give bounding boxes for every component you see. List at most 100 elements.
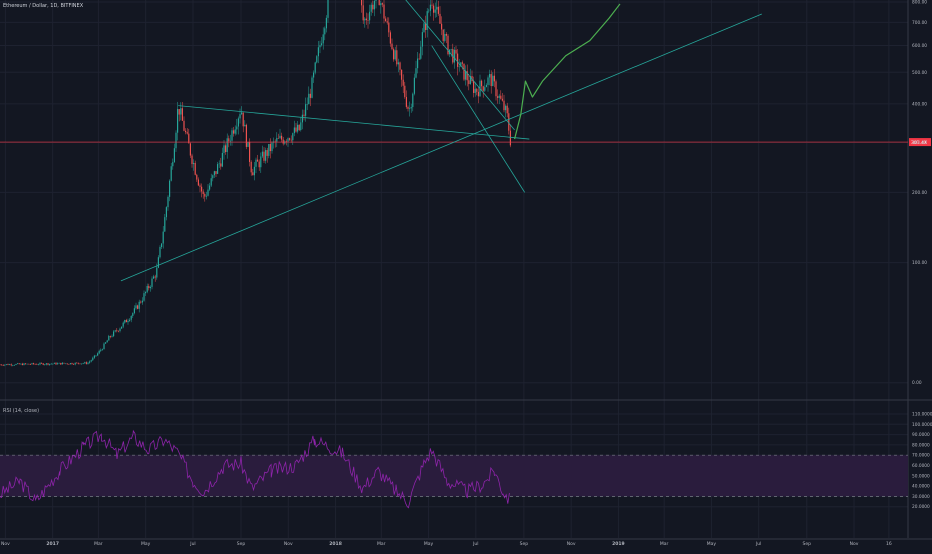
time-tick-label: Nov bbox=[1, 541, 10, 547]
candle-body bbox=[34, 364, 36, 365]
candle-body bbox=[287, 138, 289, 142]
candle-body bbox=[193, 162, 195, 165]
rsi-tick-label: 50.0000 bbox=[912, 473, 930, 479]
candle-body bbox=[425, 23, 427, 31]
projection-path bbox=[514, 3, 621, 140]
candle-body bbox=[277, 138, 279, 139]
candle-body bbox=[21, 363, 23, 366]
candle-body bbox=[31, 363, 33, 365]
price-axis: 0.00 100.00 200.00 300.00 400.00 500.00 600.00… bbox=[912, 0, 927, 386]
candle-body bbox=[149, 286, 151, 289]
candle-body bbox=[375, 0, 377, 1]
candle-body bbox=[228, 138, 230, 142]
candle-body bbox=[108, 336, 110, 341]
price-tick-label: 0.00 bbox=[912, 380, 922, 386]
time-tick-label: Jul bbox=[472, 541, 478, 547]
time-tick-label: Mar bbox=[377, 541, 386, 547]
candle-body bbox=[306, 104, 308, 105]
rsi-tick-label: 30.0000 bbox=[912, 494, 930, 500]
candle-body bbox=[252, 172, 254, 176]
rsi-tick-label: 90.0000 bbox=[912, 432, 930, 438]
candle-body bbox=[122, 322, 124, 327]
time-tick-label: 16 bbox=[886, 541, 892, 547]
candle-body bbox=[60, 362, 62, 365]
candle-body bbox=[66, 363, 68, 365]
candle-body bbox=[209, 185, 211, 190]
candle-body bbox=[101, 349, 103, 350]
candle-body bbox=[445, 33, 447, 36]
time-tick-label: Nov bbox=[567, 541, 576, 547]
candle-body bbox=[468, 80, 470, 85]
candle-body bbox=[461, 62, 463, 64]
candle-body bbox=[327, 0, 329, 18]
candle-body bbox=[490, 74, 492, 87]
candle-body bbox=[418, 58, 420, 60]
candle-body bbox=[237, 118, 239, 127]
candle-body bbox=[186, 132, 188, 134]
price-tick-label: 700.00 bbox=[912, 20, 927, 26]
candle-body bbox=[242, 112, 244, 127]
candle-body bbox=[236, 126, 238, 130]
candle-body bbox=[95, 355, 97, 357]
candle-body bbox=[293, 127, 295, 134]
candle-body bbox=[465, 71, 467, 80]
candle-body bbox=[162, 231, 164, 244]
candle-body bbox=[161, 243, 163, 248]
candle-body bbox=[319, 45, 321, 48]
candle-body bbox=[391, 43, 393, 50]
candle-body bbox=[41, 362, 43, 364]
candle-body bbox=[263, 151, 265, 161]
time-axis: Nov 2017 Mar May Jul Sep Nov 2018 Mar May Jul Sep No… bbox=[1, 541, 892, 547]
rsi-indicator-title[interactable]: RSI (14, close) bbox=[3, 408, 40, 414]
price-tick-label: 600.00 bbox=[912, 43, 927, 49]
candle-body bbox=[404, 85, 406, 97]
candle-body bbox=[260, 156, 262, 168]
candle-body bbox=[217, 164, 219, 174]
candle-body bbox=[481, 80, 483, 87]
candle-body bbox=[212, 175, 214, 179]
candle-body bbox=[457, 53, 459, 67]
candle-body bbox=[146, 286, 148, 292]
time-tick-label: Sep bbox=[237, 541, 246, 547]
candle-body bbox=[261, 151, 263, 157]
candle-body bbox=[301, 114, 303, 123]
candle-body bbox=[290, 139, 292, 141]
candle-body bbox=[389, 32, 391, 44]
candle-body bbox=[399, 62, 401, 70]
candle-body bbox=[117, 330, 119, 332]
symbol-title: Ethereum / Dollar, 1D, BITFINEX bbox=[3, 3, 84, 9]
candle-body bbox=[141, 300, 143, 303]
trendline bbox=[178, 105, 530, 140]
candle-body bbox=[93, 355, 95, 358]
candle-body bbox=[455, 49, 457, 54]
candle-body bbox=[321, 43, 323, 46]
candle-body bbox=[308, 93, 310, 105]
candle-body bbox=[81, 363, 83, 365]
time-tick-label: 2019 bbox=[612, 541, 625, 547]
time-tick-label: Sep bbox=[803, 541, 812, 547]
candle-body bbox=[303, 114, 305, 116]
rsi-axis: 110.0000 100.0000 90.0000 80.0000 70.0000 60.… bbox=[912, 412, 932, 511]
candle-body bbox=[476, 88, 478, 92]
candle-body bbox=[314, 62, 316, 73]
candle-body bbox=[181, 108, 183, 121]
candle-body bbox=[1, 364, 3, 366]
candle-body bbox=[361, 0, 363, 6]
candle-body bbox=[178, 109, 180, 115]
candle-body bbox=[127, 320, 129, 323]
time-tick-label: May bbox=[707, 541, 717, 547]
price-tick-label: 800.00 bbox=[912, 0, 927, 6]
candle-body bbox=[55, 362, 57, 365]
candle-body bbox=[477, 91, 479, 97]
rsi-tick-label: 80.0000 bbox=[912, 442, 930, 448]
candle-body bbox=[173, 148, 175, 163]
candle-body bbox=[74, 362, 76, 365]
candle-body bbox=[372, 4, 374, 10]
candle-body bbox=[380, 3, 382, 6]
candle-body bbox=[61, 362, 63, 365]
candle-body bbox=[295, 127, 297, 132]
candle-body bbox=[498, 95, 500, 98]
candle-body bbox=[177, 109, 179, 133]
trendline bbox=[431, 45, 525, 193]
